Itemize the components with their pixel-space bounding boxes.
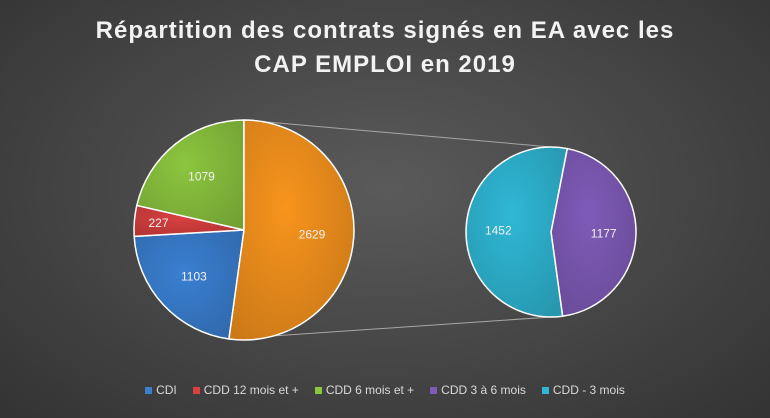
chart-title: Répartition des contrats signés en EA av… bbox=[0, 14, 770, 82]
legend-swatch bbox=[541, 386, 549, 394]
legend-label: CDD 3 à 6 mois bbox=[441, 383, 526, 397]
title-line-2: CAP EMPLOI en 2019 bbox=[254, 51, 516, 78]
legend-label: CDD 12 mois et + bbox=[203, 383, 299, 397]
connector-line-bottom bbox=[228, 316, 552, 340]
legend-swatch bbox=[430, 386, 438, 394]
title-line-1: Répartition des contrats signés en EA av… bbox=[95, 17, 675, 44]
main-pie-label-cdd-6-mois-et: 1079 bbox=[188, 170, 215, 184]
main-pie-slice-cdi bbox=[133, 229, 245, 340]
legend-item-cdd-3-mois: CDD - 3 mois bbox=[541, 383, 625, 397]
secondary-pie-slice-cdd-3-mois bbox=[465, 146, 568, 318]
legend-swatch bbox=[192, 386, 200, 394]
legend-label: CDI bbox=[156, 383, 177, 397]
chart-legend: CDI CDD 12 mois et + CDD 6 mois et + CDD 3 … bbox=[0, 383, 770, 397]
legend-item-cdd-6-mois-et: CDD 6 mois et + bbox=[314, 383, 415, 397]
main-pie-slice-cdd-6-mois-et bbox=[136, 119, 245, 231]
connector-line-top bbox=[243, 119, 552, 148]
legend-swatch bbox=[314, 386, 322, 394]
legend-label: CDD 6 mois et + bbox=[325, 383, 415, 397]
secondary-pie-slice-cdd-3-6-mois bbox=[550, 147, 637, 317]
legend-item-cdi: CDI bbox=[145, 383, 177, 397]
secondary-pie-label-cdd-3-6-mois: 1177 bbox=[591, 227, 617, 241]
legend-item-cdd-3-6-mois: CDD 3 à 6 mois bbox=[430, 383, 526, 397]
legend-item-cdd-12-mois-et: CDD 12 mois et + bbox=[192, 383, 299, 397]
secondary-pie-label-cdd-3-mois: 1452 bbox=[485, 224, 512, 238]
legend-swatch bbox=[145, 386, 153, 394]
main-pie-label-other: 2629 bbox=[299, 228, 326, 242]
main-pie-slice-other bbox=[228, 119, 355, 341]
main-pie-label-cdd-12-mois-et: 227 bbox=[148, 216, 168, 230]
main-pie-label-cdi: 1103 bbox=[181, 269, 207, 283]
legend-label: CDD - 3 mois bbox=[552, 383, 625, 397]
